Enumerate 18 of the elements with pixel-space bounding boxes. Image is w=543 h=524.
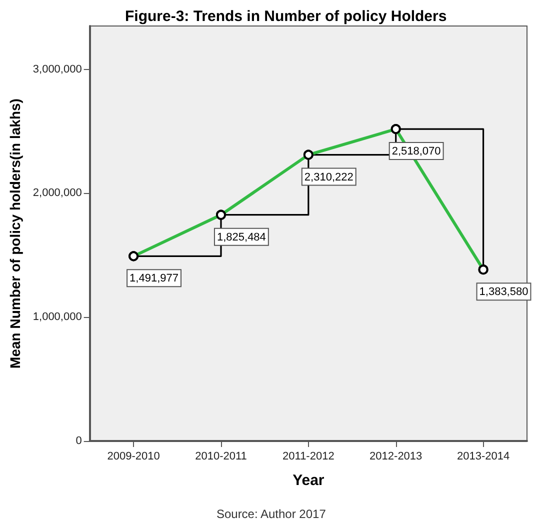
data-label: 2,518,070 xyxy=(392,146,441,158)
y-tick-label: 2,000,000 xyxy=(32,187,82,200)
x-tick-label: 2013-2014 xyxy=(456,450,510,462)
data-label: 1,383,580 xyxy=(479,286,528,298)
x-tick-label: 2010-2011 xyxy=(195,450,247,462)
x-tick-label: 2011-2012 xyxy=(282,450,334,462)
y-tick-label: 3,000,000 xyxy=(32,63,82,76)
data-label: 1,491,977 xyxy=(130,272,178,285)
y-axis-title: Mean Number of policy holders(in lakhs) xyxy=(7,98,23,368)
chart-title: Figure-3: Trends in Number of policy Holders xyxy=(125,8,447,25)
y-tick-label: 0 xyxy=(76,435,82,447)
data-label: 2,310,222 xyxy=(304,171,354,184)
y-tick-label: 1,000,000 xyxy=(32,311,82,324)
x-tick-label: 2009-2010 xyxy=(107,450,160,462)
x-axis-title: Year xyxy=(292,472,324,489)
data-label: 1,825,484 xyxy=(216,231,266,244)
source-note: Source: Author 2017 xyxy=(216,507,326,521)
x-tick-label: 2012-2013 xyxy=(370,450,422,462)
